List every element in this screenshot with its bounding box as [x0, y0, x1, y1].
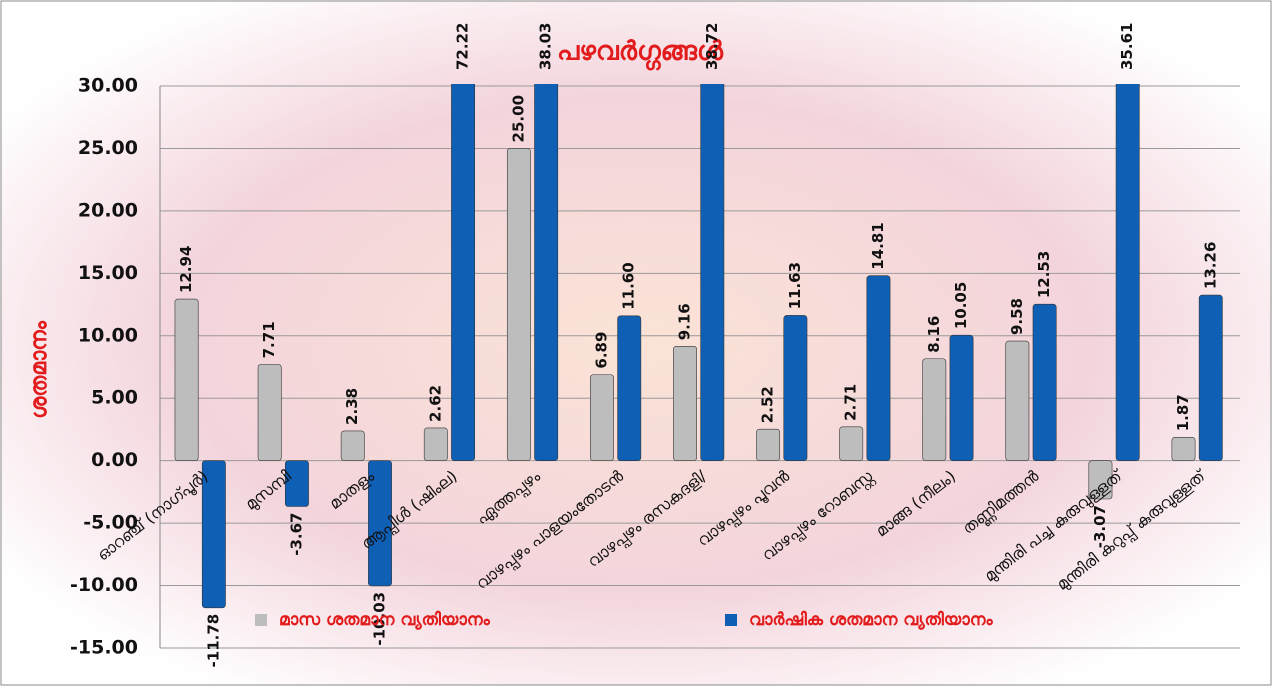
bar [201, 460, 226, 609]
bar [839, 426, 864, 461]
y-tick-label: 25.00 [78, 137, 138, 159]
value-label: 2.52 [759, 386, 777, 423]
bar [1032, 303, 1057, 461]
value-label: 10.05 [952, 282, 970, 329]
bar [866, 275, 891, 461]
y-tick-label: 20.00 [78, 199, 138, 221]
bar [1115, 84, 1140, 461]
bar [922, 358, 947, 461]
bar [1198, 294, 1223, 461]
bar [368, 460, 392, 587]
bar [340, 430, 365, 461]
value-label: -10.03 [371, 592, 389, 646]
legend-label: മാസ ശതമാന വ്യതിയാനം [279, 610, 491, 630]
bar [174, 298, 199, 461]
value-label: 12.94 [177, 246, 195, 293]
value-label: 1.87 [1174, 394, 1192, 431]
bar [451, 84, 476, 461]
y-tick-label: 0.00 [91, 449, 138, 471]
y-tick-label: 30.00 [78, 75, 138, 97]
value-label: 14.81 [869, 222, 887, 269]
bar [257, 364, 282, 461]
value-label: -3.67 [287, 513, 305, 556]
y-tick-label: -5.00 [83, 512, 138, 534]
bars [174, 84, 1223, 609]
y-tick-label: 5.00 [91, 387, 138, 409]
value-label: 2.38 [343, 388, 361, 425]
value-label: 13.26 [1201, 242, 1219, 289]
value-label: 7.71 [260, 321, 278, 358]
value-label: 2.71 [842, 384, 860, 421]
value-label: 35.61 [1118, 23, 1136, 70]
value-label: 9.16 [676, 303, 694, 340]
bar [284, 460, 309, 507]
value-label: 2.62 [426, 385, 444, 422]
bar [673, 345, 697, 461]
bar [423, 427, 448, 461]
bar [1005, 340, 1030, 461]
value-label: -11.78 [204, 614, 222, 668]
bar [700, 84, 725, 461]
bar [506, 148, 531, 461]
legend-swatch [725, 614, 737, 626]
bar [783, 315, 808, 461]
bar [534, 84, 559, 461]
value-label: 8.16 [925, 316, 943, 353]
value-label: 11.63 [786, 262, 804, 309]
chart-title: പഴവർഗ്ഗങ്ങൾ [557, 37, 724, 71]
y-tick-label: -10.00 [70, 574, 138, 596]
value-label: 25.00 [509, 95, 527, 142]
value-label: 72.22 [454, 23, 472, 70]
legend-label: വാർഷിക ശതമാന വ്യതിയാനം [749, 610, 994, 630]
bar [617, 315, 642, 461]
y-tick-label: -15.00 [70, 637, 138, 659]
value-label: 11.60 [620, 262, 638, 309]
y-axis-label: ശതമാനം [27, 320, 52, 419]
value-label: 38.72 [703, 23, 721, 70]
legend-swatch [255, 614, 267, 626]
bar [949, 334, 974, 461]
grid: -15.00 -10.00 -5.00 0.00 5.00 10.00 15.00 20.00… [70, 75, 1240, 659]
bar [590, 374, 614, 461]
y-tick-label: 15.00 [78, 262, 138, 284]
value-label: 6.89 [592, 332, 610, 369]
value-label: -3.07 [1091, 505, 1109, 548]
y-tick-label: 10.00 [78, 324, 138, 346]
value-label: 9.58 [1008, 298, 1026, 335]
value-label: 38.03 [537, 23, 555, 70]
bar [1171, 437, 1196, 461]
bar [756, 428, 781, 461]
bar [1088, 460, 1113, 500]
value-label: 12.53 [1035, 251, 1053, 298]
